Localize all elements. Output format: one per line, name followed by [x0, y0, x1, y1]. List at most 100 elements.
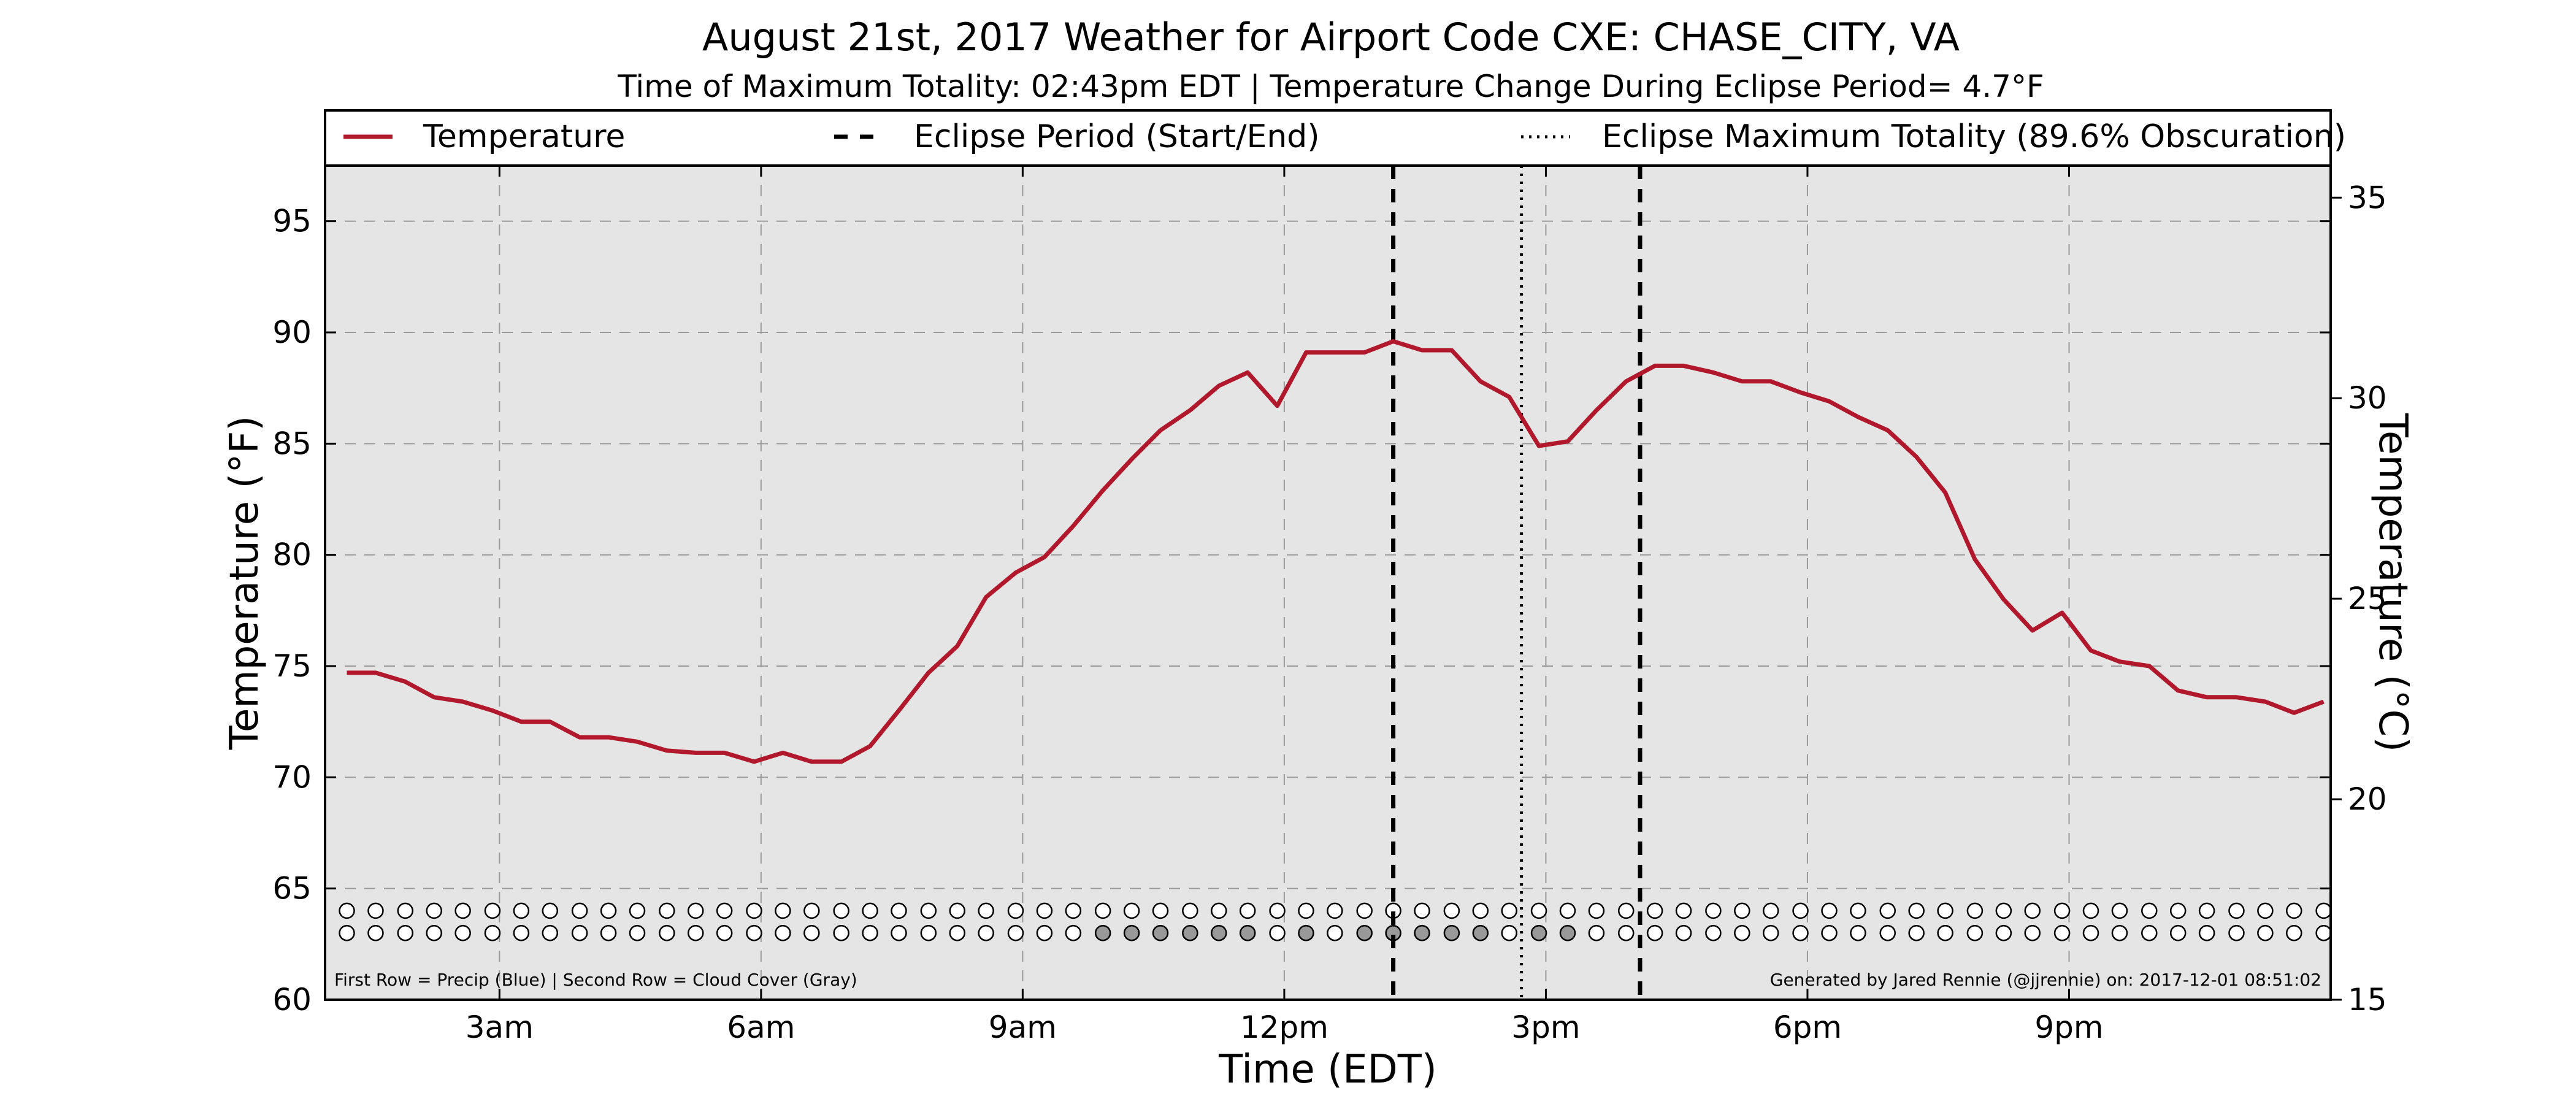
precip-marker — [339, 902, 355, 919]
y-tick-label-right: 20 — [2348, 781, 2387, 817]
precip-marker — [1356, 902, 1373, 919]
precip-marker — [629, 902, 646, 919]
left-axis-ticks: 60 65 70 75 80 85 90 95 — [272, 204, 2331, 1018]
cloud-marker — [1211, 924, 1227, 941]
y-tick-label-left: 75 — [272, 648, 312, 684]
precip-marker — [687, 902, 704, 919]
cloud-marker — [2024, 924, 2041, 941]
cloud-marker — [2082, 924, 2099, 941]
y-tick-label-right: 35 — [2348, 180, 2387, 215]
x-tick-label: 9pm — [2034, 1010, 2103, 1045]
cloud-marker — [542, 924, 559, 941]
y-axis-label-left: Temperature (°F) — [222, 416, 267, 751]
precip-marker — [746, 902, 762, 919]
precip-marker — [1501, 902, 1517, 919]
cloud-marker — [920, 924, 937, 941]
precip-marker — [1995, 902, 2012, 919]
precip-marker — [600, 902, 617, 919]
precip-marker — [1559, 902, 1576, 919]
precip-marker — [1879, 902, 1896, 919]
precip-marker — [1036, 902, 1053, 919]
cloud-marker — [1792, 924, 1809, 941]
cloud-marker — [2111, 924, 2128, 941]
cloud-marker — [978, 924, 994, 941]
cloud-marker — [1501, 924, 1517, 941]
x-tick-label: 3am — [466, 1010, 534, 1045]
cloud-marker — [891, 924, 907, 941]
legend-label-eclipse-max: Eclipse Maximum Totality (89.6% Obscurat… — [1602, 118, 2346, 155]
precip-marker — [367, 902, 384, 919]
precip-marker — [2286, 902, 2302, 919]
precip-marker — [1182, 902, 1198, 919]
precip-marker — [1908, 902, 1925, 919]
cloud-marker — [1007, 924, 1024, 941]
legend-label-temperature: Temperature — [423, 118, 625, 155]
x-axis-label: Time (EDT) — [1218, 1047, 1437, 1092]
precip-marker — [1065, 902, 1082, 919]
x-tick-label: 12pm — [1240, 1010, 1328, 1045]
cloud-marker — [2198, 924, 2215, 941]
temperature-line — [347, 339, 2325, 764]
cloud-marker — [426, 924, 442, 941]
cloud-marker — [1443, 924, 1460, 941]
cloud-marker — [513, 924, 530, 941]
precip-marker — [775, 902, 791, 919]
precip-marker — [484, 902, 501, 919]
precip-marker — [2257, 902, 2274, 919]
precip-marker — [397, 902, 414, 919]
cloud-marker — [1617, 924, 1635, 941]
precip-marker — [659, 902, 675, 919]
cloud-marker — [716, 924, 733, 941]
precip-marker — [1443, 902, 1460, 919]
cloud-marker — [1472, 924, 1489, 941]
precip-marker — [920, 902, 937, 919]
precip-marker — [1239, 902, 1256, 919]
plot-area — [325, 166, 2331, 1000]
legend-label-eclipse-period: Eclipse Period (Start/End) — [914, 118, 1320, 155]
precip-marker — [1094, 902, 1111, 919]
precip-marker — [978, 902, 994, 919]
cloud-marker — [2257, 924, 2274, 941]
x-tick-label: 9am — [989, 1010, 1057, 1045]
cloud-marker — [454, 924, 471, 941]
y-tick-label-left: 80 — [272, 537, 312, 573]
y-tick-label-right: 30 — [2348, 380, 2387, 416]
cloud-marker — [1995, 924, 2012, 941]
precip-marker — [1646, 902, 1663, 919]
cloud-marker — [484, 924, 501, 941]
precip-marker — [2169, 902, 2187, 919]
precip-marker — [1792, 902, 1809, 919]
precip-marker — [1269, 902, 1286, 919]
cloud-marker — [1850, 924, 1866, 941]
x-tick-label: 3pm — [1511, 1010, 1580, 1045]
precip-marker — [833, 902, 849, 919]
cloud-marker — [2141, 924, 2158, 941]
x-axis-ticks: 3am 6am 9am 12pm 3pm 6pm 9pm — [466, 166, 2104, 1045]
cloud-marker — [1734, 924, 1750, 941]
precip-marker — [454, 902, 471, 919]
cloud-marker — [1879, 924, 1896, 941]
cloud-marker — [2228, 924, 2245, 941]
precip-marker — [1152, 902, 1169, 919]
cloud-marker — [1152, 924, 1169, 941]
cloud-marker — [629, 924, 646, 941]
precip-marker — [2024, 902, 2041, 919]
cloud-marker — [1356, 924, 1373, 941]
cloud-marker — [949, 924, 966, 941]
cloud-marker — [1239, 924, 1256, 941]
cloud-marker — [571, 924, 588, 941]
precip-marker — [2141, 902, 2158, 919]
precip-marker — [2111, 902, 2128, 919]
cloud-marker — [397, 924, 414, 941]
precip-marker — [949, 902, 966, 919]
precip-marker — [1705, 902, 1722, 919]
y-axis-label-right: Temperature (°C) — [2370, 413, 2415, 752]
cloud-marker — [1675, 924, 1692, 941]
cloud-marker — [1182, 924, 1198, 941]
cloud-marker — [1646, 924, 1663, 941]
y-tick-label-left: 90 — [272, 315, 312, 350]
cloud-marker — [1298, 924, 1314, 941]
precip-marker — [1211, 902, 1227, 919]
precip-marker — [1762, 902, 1779, 919]
precip-marker — [803, 902, 820, 919]
